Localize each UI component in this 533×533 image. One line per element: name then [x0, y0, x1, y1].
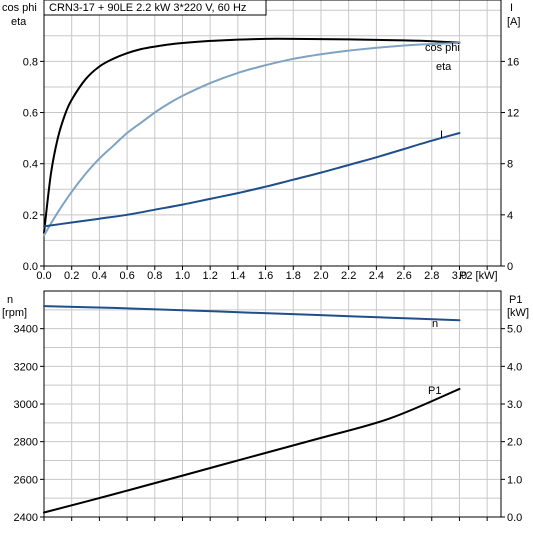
left-tick-label: 0.2 [23, 210, 38, 222]
series-label-speed: n [432, 318, 438, 330]
left-tick-label: 3000 [14, 399, 38, 411]
right-tick-label: 1.0 [507, 474, 522, 486]
series-line-n [43, 305, 461, 322]
top-panel: 0.0 0.2 0.4 0.6 0.8 0 4 8 12 16 0.0 0.2 0.4 0.6 0.8 1.0… [2, 0, 520, 282]
series-line-p1 [43, 387, 461, 514]
series-label-eta: eta [436, 61, 452, 73]
right-tick-label: 12 [507, 108, 519, 120]
bottom-grid [44, 291, 501, 517]
top-left-axis-label-2: eta [11, 16, 27, 28]
series-label-cos-phi: cos phi [425, 42, 460, 54]
left-tick-label: 2800 [14, 437, 38, 449]
x-tick-label: 0.6 [119, 270, 134, 282]
right-tick-label: 5.0 [507, 324, 522, 336]
bottom-left-axis-label-1: n [7, 294, 13, 306]
series-line-i [43, 132, 461, 228]
bottom-panel: 2400 2600 2800 3000 3200 3400 0.0 1.0 2.0 3.0 4.0 5… [2, 290, 529, 524]
series-line-eta [43, 37, 461, 234]
left-tick-label: 0.8 [23, 56, 38, 68]
top-tick-labels: 0.0 0.2 0.4 0.6 0.8 0 4 8 12 16 0.0 0.2 0.4 0.6 0.8 1.0… [23, 56, 520, 282]
x-tick-label: 3.0 [452, 270, 467, 282]
bottom-left-axis-label-2: [rpm] [2, 307, 27, 319]
top-grid [44, 0, 501, 266]
series-label-current: I [440, 129, 443, 141]
x-tick-label: 2.0 [313, 270, 328, 282]
right-tick-label: 8 [507, 159, 513, 171]
bottom-right-axis-label-1: P1 [509, 294, 522, 306]
x-tick-label: 1.2 [203, 270, 218, 282]
x-tick-label: 0.8 [147, 270, 162, 282]
right-tick-label: 0.0 [507, 512, 522, 524]
x-tick-label: 1.4 [230, 270, 245, 282]
x-tick-label: 2.8 [424, 270, 439, 282]
x-tick-label: 0.0 [36, 270, 51, 282]
bottom-series-group [43, 305, 461, 514]
chart-title: CRN3-17 + 90LE 2.2 kW 3*220 V, 60 Hz [49, 2, 246, 14]
top-plot-frame [43, 0, 502, 267]
x-tick-label: 0.4 [92, 270, 107, 282]
series-line-cos-phi [43, 42, 461, 237]
left-tick-label: 2600 [14, 474, 38, 486]
right-tick-label: 2.0 [507, 437, 522, 449]
top-series-group [43, 37, 461, 237]
right-tick-label: 4.0 [507, 361, 522, 373]
left-tick-label: 0.4 [23, 159, 38, 171]
right-tick-label: 0 [507, 261, 513, 273]
series-label-power: P1 [428, 385, 441, 397]
x-tick-label: 1.8 [286, 270, 301, 282]
right-tick-label: 3.0 [507, 399, 522, 411]
right-tick-label: 16 [507, 56, 519, 68]
x-tick-label: 2.2 [341, 270, 356, 282]
left-tick-label: 0.0 [23, 261, 38, 273]
top-right-axis-label-1: I [510, 2, 513, 14]
x-axis-label: P2 [kW] [459, 270, 498, 282]
left-tick-label: 0.6 [23, 108, 38, 120]
x-tick-label: 2.4 [369, 270, 384, 282]
x-tick-label: 0.2 [64, 270, 79, 282]
top-left-axis-label-1: cos phi [2, 2, 37, 14]
left-tick-label: 3200 [14, 361, 38, 373]
x-tick-label: 1.0 [175, 270, 190, 282]
top-right-axis-label-2: [A] [507, 16, 520, 28]
x-tick-label: 1.6 [258, 270, 273, 282]
bottom-right-axis-label-2: [kW] [507, 307, 529, 319]
x-tick-label: 2.6 [396, 270, 411, 282]
left-tick-label: 2400 [14, 512, 38, 524]
bottom-tick-labels: 2400 2600 2800 3000 3200 3400 0.0 1.0 2.0 3.0 4.0 5… [14, 324, 523, 524]
title-box [43, 0, 267, 16]
left-tick-label: 3400 [14, 324, 38, 336]
right-tick-label: 4 [507, 210, 513, 222]
